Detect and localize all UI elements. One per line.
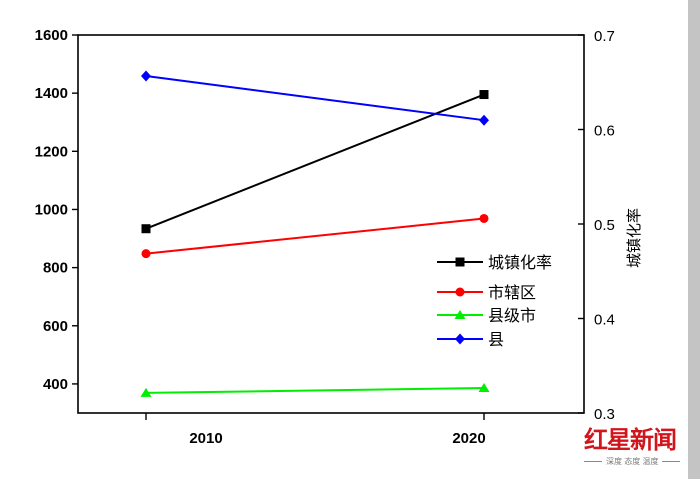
triangle-marker: [478, 382, 490, 392]
right-y-axis: 0.3 0.4 0.5 0.6 0.7: [578, 28, 615, 423]
series-layer: [140, 70, 490, 397]
series-line: [145, 93, 485, 230]
x-tick-label: 2020: [452, 430, 485, 447]
series-diamond: [141, 70, 489, 126]
circle-marker: [479, 213, 489, 223]
right-tick-label: 0.4: [594, 312, 615, 329]
series-line: [145, 386, 485, 394]
left-tick-label: 800: [43, 260, 68, 277]
square-marker: [141, 224, 151, 234]
series-circle: [141, 213, 489, 259]
series-line: [145, 75, 485, 122]
right-tick-label: 0.7: [594, 28, 615, 45]
right-tick-label: 0.5: [594, 217, 615, 234]
legend-item: 县: [437, 330, 504, 349]
diamond-marker: [479, 114, 489, 126]
left-tick-label: 600: [43, 318, 68, 335]
square-marker: [455, 257, 465, 267]
plot-frame: [77, 34, 585, 414]
diamond-marker: [141, 70, 151, 82]
watermark-subtitle: 深度 态度 温度: [580, 456, 684, 467]
triangle-marker: [454, 310, 466, 319]
triangle-marker: [140, 387, 152, 397]
legend-item: 市辖区: [437, 283, 536, 302]
page-edge-stripe: [688, 0, 700, 479]
left-tick-label: 1400: [35, 85, 68, 102]
watermark-logo: 红星新闻 深度 态度 温度: [580, 420, 690, 470]
legend-label: 城镇化率: [488, 253, 552, 272]
plot-border: [77, 34, 585, 414]
series-square: [141, 90, 489, 234]
left-tick-label: 1200: [35, 143, 68, 160]
x-axis: 2010 2020: [145, 413, 486, 447]
legend-item: 县级市: [437, 306, 536, 325]
legend-label: 市辖区: [488, 283, 536, 302]
watermark-title: 红星新闻: [584, 425, 677, 454]
left-tick-label: 1000: [35, 201, 68, 218]
right-tick-label: 0.6: [594, 123, 615, 140]
diamond-marker: [455, 333, 465, 345]
series-line: [145, 217, 485, 255]
legend-label: 县: [488, 330, 504, 349]
right-axis-title: 城镇化率: [625, 208, 643, 268]
legend-label: 县级市: [488, 306, 536, 325]
legend-item: 城镇化率: [437, 253, 552, 272]
right-tick-label: 0.3: [594, 406, 615, 423]
left-tick-label: 400: [43, 376, 68, 393]
x-tick-label: 2010: [189, 430, 222, 447]
left-y-axis: 400 600 800 1000 1200 1400 1600: [35, 27, 78, 393]
circle-marker: [455, 287, 465, 297]
circle-marker: [141, 249, 151, 259]
left-tick-label: 1600: [35, 27, 68, 44]
series-triangle: [140, 382, 490, 397]
square-marker: [479, 90, 489, 100]
